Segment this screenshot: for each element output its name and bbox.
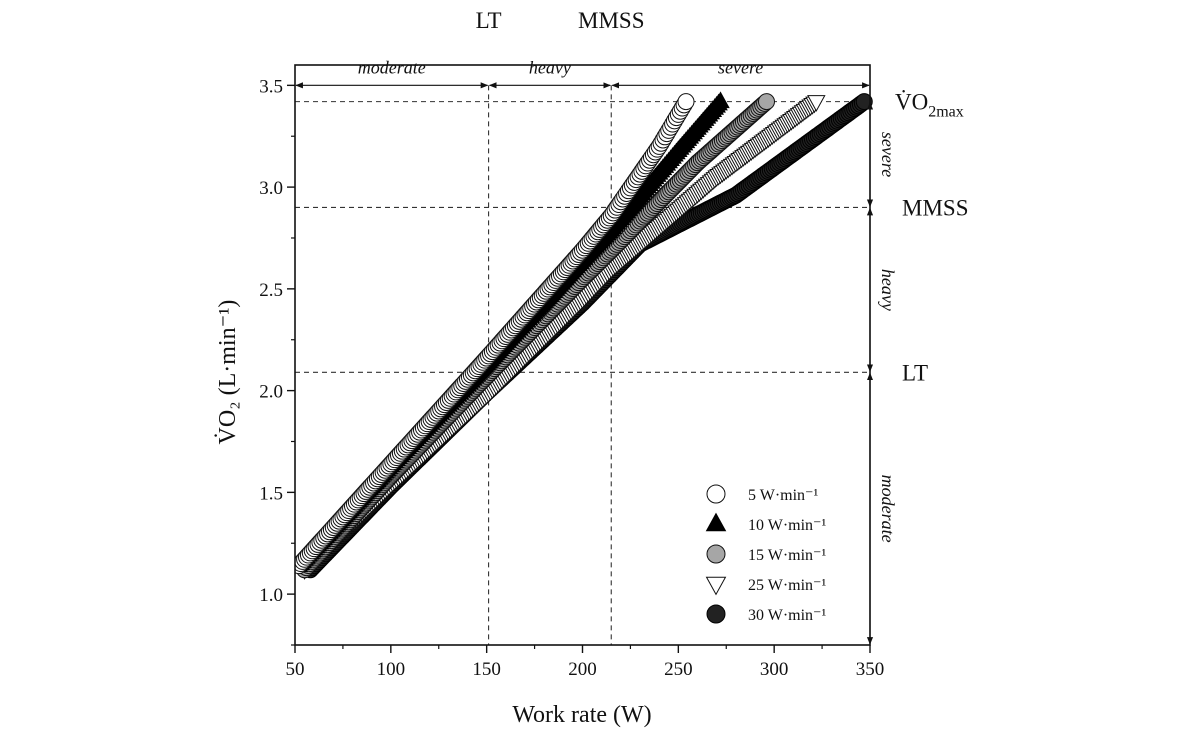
x-tick-label: 200	[568, 659, 597, 680]
x-tick-label: 250	[664, 659, 693, 680]
lt-right-label: LT	[902, 360, 928, 385]
legend-label: 25 W·min⁻¹	[748, 577, 826, 594]
series-1	[295, 93, 695, 575]
y-tick-label: 3.0	[259, 178, 283, 199]
y-tick-label: 1.0	[259, 585, 283, 606]
legend-label: 10 W·min⁻¹	[748, 517, 826, 534]
x-tick-label: 350	[856, 659, 885, 680]
x-tick-label: 150	[472, 659, 501, 680]
legend-marker	[706, 484, 726, 504]
y-tick-label: 2.0	[259, 382, 283, 403]
y-tick-label: 1.5	[259, 483, 283, 504]
legend-marker	[706, 544, 726, 564]
y-tick-label: 3.5	[259, 76, 283, 97]
domain-label-heavy: heavy	[529, 57, 571, 77]
data-point	[711, 91, 730, 109]
series-5	[301, 93, 873, 579]
domain-label-y-severe: severe	[878, 132, 898, 177]
y-tick-label: 2.5	[259, 280, 283, 301]
y-axis-ticks: 1.0 1.5 2.0 2.5 3.0 3.5	[259, 76, 295, 646]
legend-marker	[705, 512, 727, 532]
data-point	[677, 93, 695, 111]
data-series	[295, 91, 873, 580]
legend-marker	[706, 604, 726, 624]
lt-top-label: LT	[476, 8, 502, 33]
legend-label: 30 W·min⁻¹	[748, 607, 826, 624]
x-axis-title: Work rate (W)	[512, 702, 651, 728]
legend-label: 5 W·min⁻¹	[748, 487, 818, 504]
domain-label-severe: severe	[718, 57, 763, 77]
domain-label-moderate: moderate	[358, 57, 426, 77]
series-4	[295, 95, 826, 580]
vo2max-label-subscript: 2max	[928, 104, 964, 121]
y-axis-title: V̇O₂ (L·min⁻¹)	[215, 300, 241, 445]
data-point	[758, 93, 775, 111]
x-axis-ticks: 50 100 150 200 250 300 350	[286, 645, 885, 680]
x-tick-label: 300	[760, 659, 789, 680]
x-tick-label: 100	[377, 659, 406, 680]
legend-label: 15 W·min⁻¹	[748, 547, 826, 564]
legend: 5 W·min⁻¹ 10 W·min⁻¹ 15 W·min⁻¹ 25 W·min⁻¹ 3…	[705, 484, 826, 624]
domain-label-y-moderate: moderate	[878, 475, 898, 543]
mmss-top-label: MMSS	[578, 8, 644, 33]
legend-marker	[705, 576, 727, 596]
data-point	[807, 95, 826, 112]
x-tick-label: 50	[286, 659, 305, 680]
domain-label-y-heavy: heavy	[878, 269, 898, 311]
vo2max-label: V̇O2max	[895, 89, 964, 120]
mmss-right-label: MMSS	[902, 195, 968, 220]
